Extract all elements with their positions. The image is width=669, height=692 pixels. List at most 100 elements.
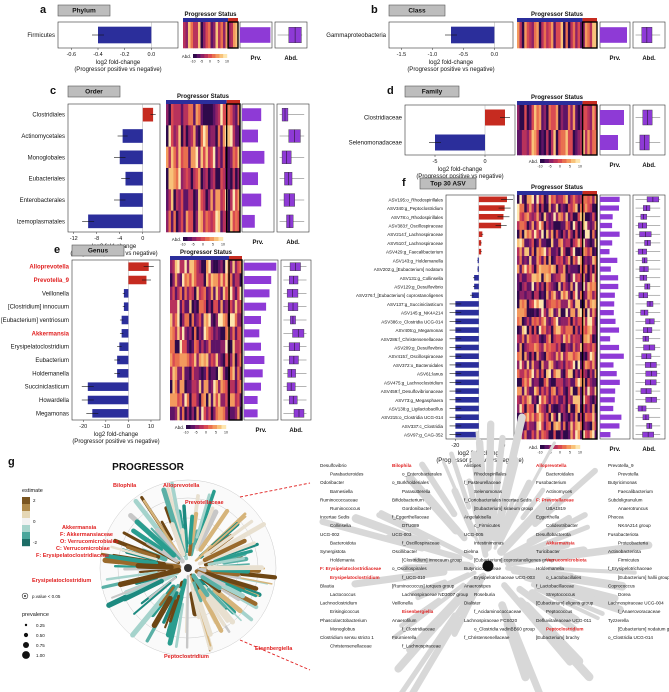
- heatmap-cell: [572, 343, 576, 353]
- heatmap-cell: [237, 366, 240, 381]
- heatmap-cell: [529, 378, 532, 388]
- heatmap-cell: [546, 404, 549, 414]
- heatmap-cell: [220, 286, 224, 301]
- heatmap-cell: [587, 22, 591, 49]
- heatmap-cell: [582, 282, 586, 292]
- panel-letter: c: [50, 85, 56, 97]
- heatmap-cell: [548, 290, 552, 300]
- heatmap-cell: [541, 378, 544, 388]
- tree-right-label: Bacteroidales: [546, 472, 575, 477]
- category-label: ASV209:g_Desulfovibrio: [394, 346, 443, 351]
- heatmap-cell: [220, 366, 224, 381]
- heatmap-cell: [205, 189, 209, 211]
- heatmap-cell: [582, 421, 586, 431]
- heatmap-cell: [553, 105, 557, 131]
- heatmap-cell: [230, 104, 233, 126]
- prevalence-bar: [600, 301, 615, 307]
- tree-right-label: [Eubacterium] nodatum group: [618, 626, 669, 631]
- tree-right-label: f_Oscillospiraceae: [402, 540, 440, 545]
- heatmap-cell: [594, 229, 598, 239]
- tree-branch-grey: [405, 474, 461, 535]
- heatmap-cell: [526, 325, 530, 335]
- category-label: ASV129:g_Desulfovibrio: [394, 285, 443, 290]
- tree-branch: [130, 593, 168, 638]
- heatmap-cell: [185, 104, 189, 126]
- heatmap-cell: [212, 189, 216, 211]
- heatmap-cell: [217, 146, 221, 169]
- prevalence-bar: [600, 292, 615, 298]
- heatmap-cell: [196, 326, 200, 341]
- heatmap-cell: [584, 430, 588, 440]
- heatmap-cell: [186, 300, 190, 314]
- heatmap-cell: [196, 286, 200, 301]
- tree-right-label: c_Firmicutes: [474, 523, 501, 528]
- heatmap-cell: [173, 168, 177, 190]
- heatmap-cell: [217, 168, 221, 190]
- heatmap-cell: [234, 313, 238, 327]
- heatmap-cell: [584, 195, 588, 205]
- heatmap-cell: [189, 406, 192, 421]
- heatmap-cell: [575, 130, 578, 156]
- heatmap-cell: [519, 247, 523, 257]
- category-label: ASV78:o_Rhodospirillales: [391, 215, 444, 220]
- heatmap-cell: [560, 360, 564, 370]
- heatmap-cell: [186, 340, 190, 354]
- heatmap-cell: [188, 168, 191, 190]
- heatmap-cell: [543, 130, 547, 156]
- heatmap-cell: [191, 300, 195, 314]
- bar: [477, 266, 479, 272]
- bar: [128, 275, 147, 285]
- panel-letter: e: [54, 244, 60, 256]
- heatmap-cell: [524, 386, 527, 396]
- heatmap-cell: [541, 221, 544, 231]
- heatmap-cell: [560, 299, 564, 309]
- heatmap-cell: [580, 238, 583, 248]
- category-label: ASV510:f_Lachnospiraceae: [387, 241, 443, 246]
- heatmap-cell: [577, 264, 581, 274]
- heatmap-cell: [546, 290, 549, 300]
- tree-branch-grey: [482, 498, 492, 552]
- heatmap-cell: [200, 22, 204, 49]
- heatmap-cell: [553, 386, 557, 396]
- heatmap-cell: [180, 125, 184, 147]
- heatmap-cell: [524, 395, 527, 405]
- heatmap-cell: [191, 380, 195, 394]
- heatmap-cell: [210, 340, 214, 354]
- heatmap-cell: [170, 146, 174, 169]
- heatmap-cell: [215, 353, 219, 367]
- heatmap-cell: [589, 369, 593, 379]
- abundance-colorbar: [540, 445, 581, 449]
- x-tick-label: -1.0: [428, 52, 437, 58]
- heatmap-cell: [533, 369, 537, 379]
- heatmap-cell: [570, 343, 574, 353]
- heatmap-cell: [555, 282, 559, 292]
- heatmap-cell: [526, 308, 530, 318]
- heatmap-cell: [170, 393, 173, 407]
- heatmap-cell: [526, 203, 530, 213]
- heatmap-cell: [210, 380, 214, 394]
- heatmap-cell: [577, 221, 581, 231]
- heatmap-cell: [531, 273, 535, 283]
- tree-right-label: Lachnospiraceae UCG-004: [608, 601, 664, 606]
- heatmap-cell: [589, 351, 593, 361]
- heatmap-cell: [575, 105, 578, 131]
- tree-right-label: Lachnospiraceae FCS020: [464, 618, 518, 623]
- colorbar-swatch: [187, 237, 193, 241]
- heatmap-cell: [538, 238, 542, 248]
- zoom-connector: [239, 482, 311, 498]
- heatmap-cell: [553, 351, 557, 361]
- heatmap-cell: [589, 378, 593, 388]
- heatmap-cell: [215, 210, 219, 233]
- tree-branch: [207, 556, 245, 566]
- abd-scale-label: Abd.: [172, 237, 181, 242]
- heatmap-cell: [550, 105, 554, 131]
- heatmap-cell: [558, 343, 561, 353]
- heatmap-cell: [186, 406, 190, 421]
- colorbar-swatch: [219, 54, 224, 58]
- heatmap-cell: [186, 380, 190, 394]
- heatmap-cell: [235, 104, 238, 126]
- heatmap-cell: [220, 210, 224, 233]
- heatmap-cell: [584, 290, 588, 300]
- heatmap-cell: [215, 406, 219, 421]
- heatmap-cell: [570, 404, 574, 414]
